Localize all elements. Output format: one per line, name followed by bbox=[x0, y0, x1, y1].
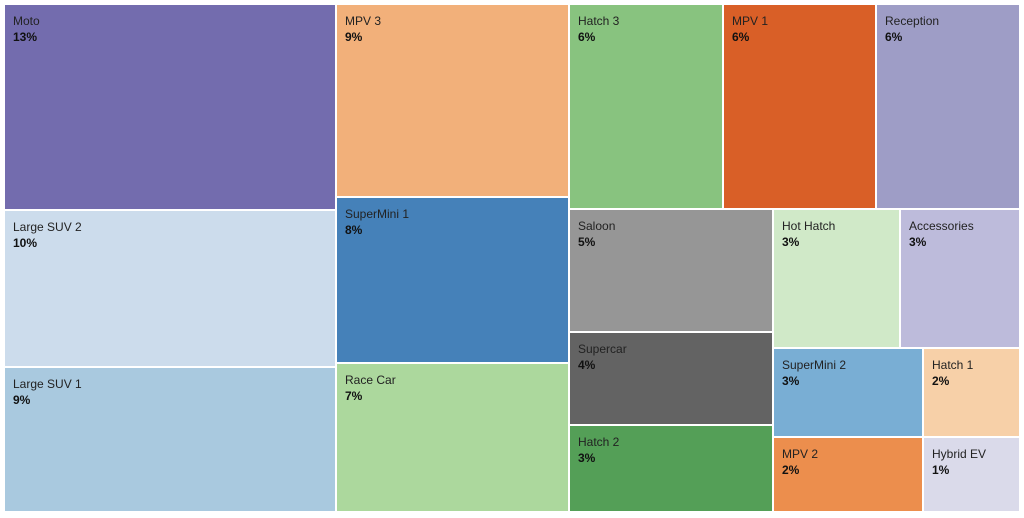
tile-value: 9% bbox=[345, 30, 363, 44]
tile-value: 13% bbox=[13, 30, 38, 44]
tile-label: Hatch 1 bbox=[932, 358, 974, 372]
treemap-tile: Large SUV 1 9% bbox=[4, 367, 336, 512]
tile-value: 2% bbox=[782, 463, 800, 477]
tile-label: Hot Hatch bbox=[782, 219, 836, 233]
treemap-tile: Hatch 3 6% bbox=[569, 4, 723, 209]
tile-value: 10% bbox=[13, 236, 38, 250]
treemap-tile: MPV 2 2% bbox=[773, 437, 923, 512]
treemap-tile: Hatch 1 2% bbox=[923, 348, 1020, 437]
tile-label: Reception bbox=[885, 14, 940, 28]
treemap-tile: SuperMini 2 3% bbox=[773, 348, 923, 437]
tile-value: 1% bbox=[932, 463, 950, 477]
treemap-tile: Hybrid EV 1% bbox=[923, 437, 1020, 512]
tile-label: Hybrid EV bbox=[932, 447, 987, 461]
tile-label: Supercar bbox=[578, 342, 627, 356]
tile-value: 4% bbox=[578, 358, 596, 372]
tile-label: Race Car bbox=[345, 373, 396, 387]
tile-value: 5% bbox=[578, 235, 596, 249]
tile-label: Hatch 3 bbox=[578, 14, 620, 28]
tile-label: Large SUV 1 bbox=[13, 377, 82, 391]
tile-value: 6% bbox=[578, 30, 596, 44]
treemap-tile: SuperMini 1 8% bbox=[336, 197, 569, 363]
tile-value: 3% bbox=[782, 235, 800, 249]
treemap-tile: Hatch 2 3% bbox=[569, 425, 773, 512]
treemap-tile: Supercar 4% bbox=[569, 332, 773, 425]
treemap-tile: MPV 1 6% bbox=[723, 4, 876, 209]
tile-label: Moto bbox=[13, 14, 40, 28]
treemap-tile: Saloon 5% bbox=[569, 209, 773, 332]
tile-label: Saloon bbox=[578, 219, 616, 233]
tile-value: 2% bbox=[932, 374, 950, 388]
treemap-tile: Large SUV 2 10% bbox=[4, 210, 336, 367]
treemap-tile: Race Car 7% bbox=[336, 363, 569, 512]
tile-value: 3% bbox=[909, 235, 927, 249]
tile-label: Large SUV 2 bbox=[13, 220, 82, 234]
tile-value: 6% bbox=[885, 30, 903, 44]
tile-label: MPV 3 bbox=[345, 14, 382, 28]
tile-label: SuperMini 2 bbox=[782, 358, 847, 372]
tile-value: 6% bbox=[732, 30, 750, 44]
treemap-tile: Accessories 3% bbox=[900, 209, 1020, 348]
treemap-tile: Hot Hatch 3% bbox=[773, 209, 900, 348]
tile-label: Accessories bbox=[909, 219, 974, 233]
tile-value: 8% bbox=[345, 223, 363, 237]
tile-label: SuperMini 1 bbox=[345, 207, 410, 221]
tile-label: MPV 1 bbox=[732, 14, 769, 28]
treemap-tile: Moto 13% bbox=[4, 4, 336, 210]
tile-value: 3% bbox=[578, 451, 596, 465]
tile-label: Hatch 2 bbox=[578, 435, 620, 449]
treemap-tile: Reception 6% bbox=[876, 4, 1020, 209]
tile-value: 9% bbox=[13, 393, 31, 407]
treemap-tile: MPV 3 9% bbox=[336, 4, 569, 197]
tile-label: MPV 2 bbox=[782, 447, 819, 461]
tile-value: 3% bbox=[782, 374, 800, 388]
tile-value: 7% bbox=[345, 389, 363, 403]
